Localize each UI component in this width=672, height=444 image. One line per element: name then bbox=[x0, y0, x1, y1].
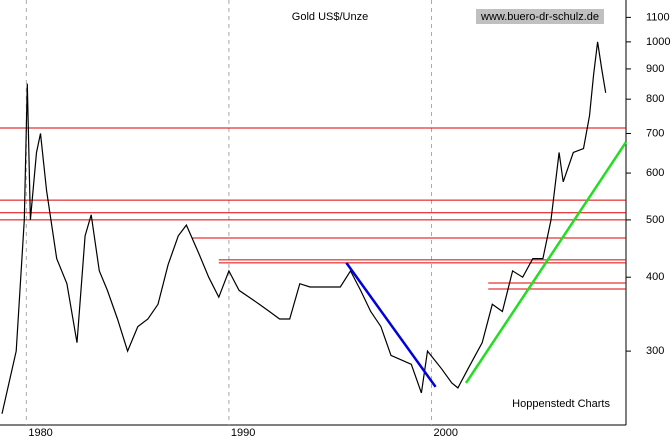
credit: Hoppenstedt Charts bbox=[512, 398, 610, 410]
y-tick-label: 500 bbox=[646, 214, 664, 226]
source: www.buero-dr-schulz.de bbox=[480, 11, 599, 23]
y-tick-label: 400 bbox=[646, 271, 664, 283]
y-tick-label: 800 bbox=[646, 93, 664, 105]
y-tick-label: 700 bbox=[646, 127, 664, 139]
y-tick-label: 600 bbox=[646, 167, 664, 179]
trend-line bbox=[464, 141, 628, 384]
trend-line bbox=[345, 262, 437, 388]
y-tick-label: 1100 bbox=[646, 11, 670, 23]
source-background bbox=[476, 9, 604, 24]
y-tick-label: 1000 bbox=[646, 36, 670, 48]
y-tick-label: 300 bbox=[646, 345, 664, 357]
price-line bbox=[1, 41, 607, 414]
x-tick-label: 1990 bbox=[231, 427, 255, 439]
x-tick-label: 1980 bbox=[28, 427, 52, 439]
y-tick-label: 900 bbox=[646, 63, 664, 75]
x-tick-label: 2000 bbox=[434, 427, 458, 439]
chart-title: Gold US$/Unze bbox=[292, 11, 368, 23]
